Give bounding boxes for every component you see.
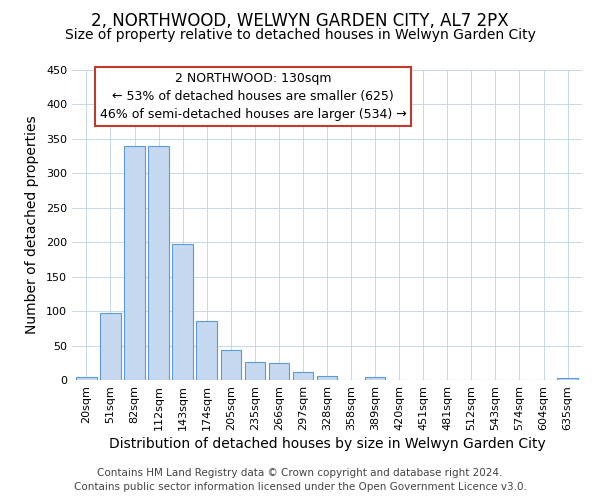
- Text: Contains HM Land Registry data © Crown copyright and database right 2024.
Contai: Contains HM Land Registry data © Crown c…: [74, 468, 526, 492]
- Text: 2 NORTHWOOD: 130sqm
← 53% of detached houses are smaller (625)
46% of semi-detac: 2 NORTHWOOD: 130sqm ← 53% of detached ho…: [100, 72, 406, 120]
- Bar: [124, 146, 145, 380]
- Text: 2, NORTHWOOD, WELWYN GARDEN CITY, AL7 2PX: 2, NORTHWOOD, WELWYN GARDEN CITY, AL7 2P…: [91, 12, 509, 30]
- Bar: [245, 362, 265, 380]
- Y-axis label: Number of detached properties: Number of detached properties: [25, 116, 39, 334]
- Bar: [269, 363, 289, 380]
- Bar: [557, 378, 578, 380]
- Bar: [172, 244, 193, 380]
- Text: Size of property relative to detached houses in Welwyn Garden City: Size of property relative to detached ho…: [65, 28, 535, 42]
- Bar: [100, 313, 121, 380]
- Bar: [221, 350, 241, 380]
- X-axis label: Distribution of detached houses by size in Welwyn Garden City: Distribution of detached houses by size …: [109, 437, 545, 451]
- Bar: [76, 376, 97, 380]
- Bar: [148, 146, 169, 380]
- Bar: [196, 322, 217, 380]
- Bar: [317, 376, 337, 380]
- Bar: [293, 372, 313, 380]
- Bar: [365, 377, 385, 380]
